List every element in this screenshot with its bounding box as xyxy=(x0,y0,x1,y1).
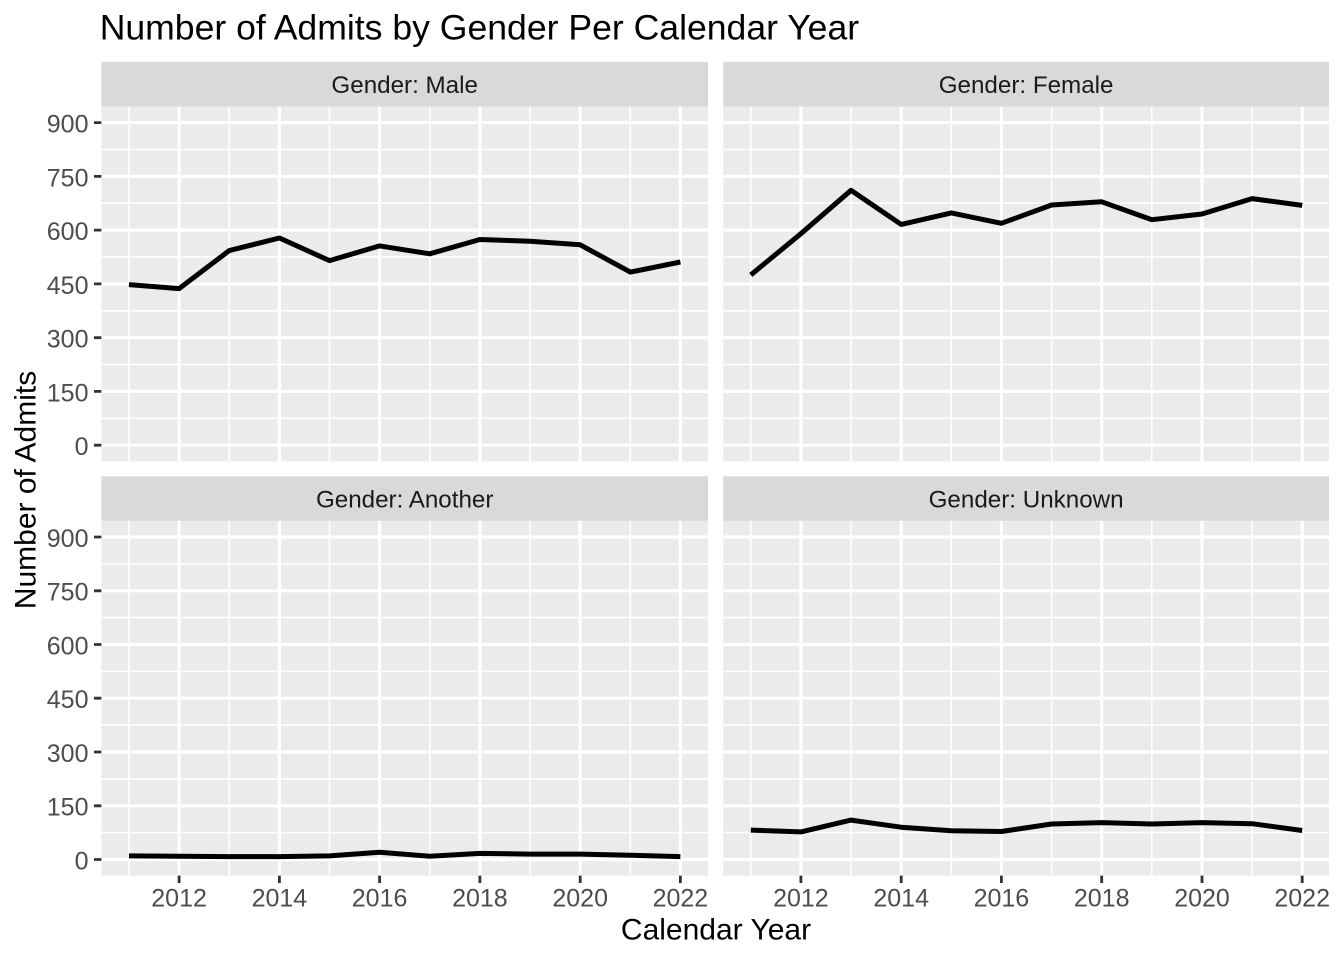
svg-text:750: 750 xyxy=(47,579,89,607)
svg-text:2022: 2022 xyxy=(653,885,709,913)
svg-text:2012: 2012 xyxy=(151,885,207,913)
svg-text:450: 450 xyxy=(47,272,89,300)
svg-text:300: 300 xyxy=(47,326,89,354)
svg-text:2018: 2018 xyxy=(452,885,508,913)
svg-text:900: 900 xyxy=(47,111,89,139)
svg-text:750: 750 xyxy=(47,164,89,192)
svg-text:2014: 2014 xyxy=(873,885,929,913)
svg-text:600: 600 xyxy=(47,218,89,246)
svg-text:Number of Admits by Gender Per: Number of Admits by Gender Per Calendar … xyxy=(100,8,860,48)
svg-text:2012: 2012 xyxy=(773,885,829,913)
svg-text:2014: 2014 xyxy=(252,885,308,913)
svg-text:2020: 2020 xyxy=(1174,885,1230,913)
svg-text:2020: 2020 xyxy=(552,885,608,913)
svg-text:Gender: Another: Gender: Another xyxy=(316,487,494,514)
svg-text:Calendar Year: Calendar Year xyxy=(621,914,811,947)
svg-text:2016: 2016 xyxy=(974,885,1030,913)
svg-text:2016: 2016 xyxy=(352,885,408,913)
svg-text:0: 0 xyxy=(75,847,89,875)
svg-text:0: 0 xyxy=(75,433,89,461)
svg-text:900: 900 xyxy=(47,525,89,553)
svg-text:2022: 2022 xyxy=(1274,885,1330,913)
svg-text:Gender: Unknown: Gender: Unknown xyxy=(929,487,1124,514)
svg-text:150: 150 xyxy=(47,794,89,822)
svg-text:Gender: Female: Gender: Female xyxy=(939,72,1114,99)
svg-text:300: 300 xyxy=(47,740,89,768)
svg-text:Gender: Male: Gender: Male xyxy=(331,72,478,99)
svg-text:450: 450 xyxy=(47,686,89,714)
svg-text:150: 150 xyxy=(47,379,89,407)
svg-text:2018: 2018 xyxy=(1074,885,1130,913)
svg-text:Number of Admits: Number of Admits xyxy=(10,371,43,609)
svg-text:600: 600 xyxy=(47,632,89,660)
